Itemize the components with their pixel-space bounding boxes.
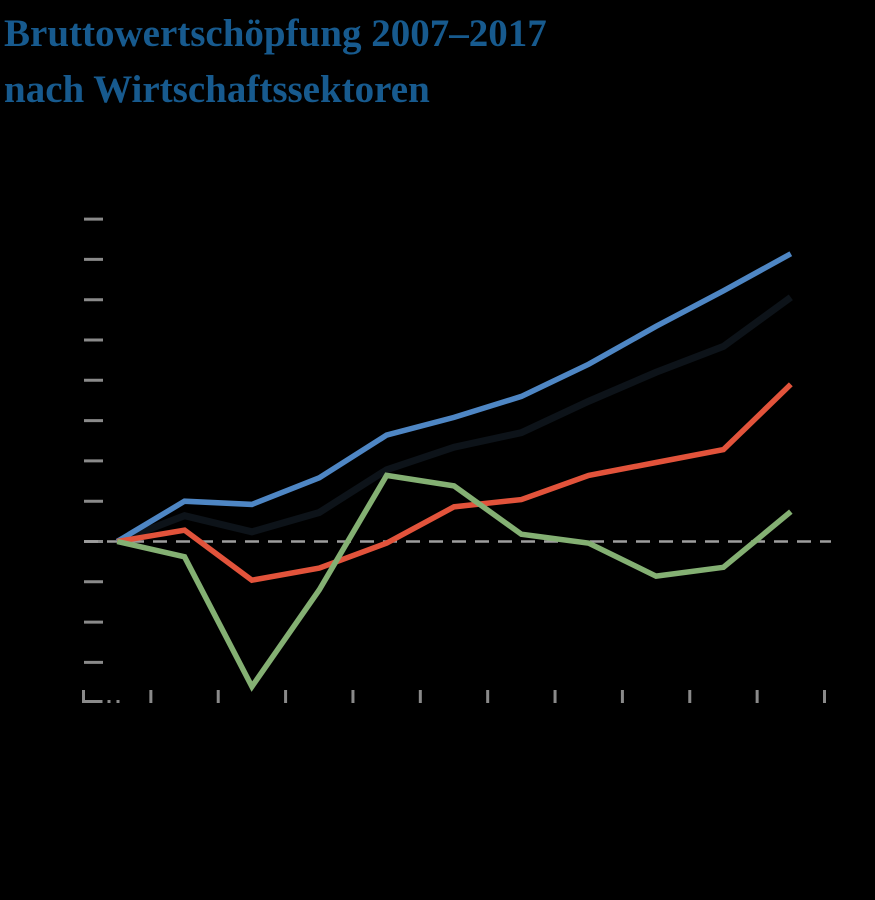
series-line-gruen — [116, 472, 793, 692]
chart-title-line-1: Bruttowertschöpfung 2007–2017 — [4, 12, 547, 55]
series-line-rot — [116, 382, 793, 584]
chart-title: Bruttowertschöpfung 2007–2017 nach Wirtsc… — [4, 6, 547, 118]
series-line-schwarz — [115, 294, 793, 545]
data-series-lines — [115, 251, 793, 692]
series-line-blau — [115, 251, 793, 544]
y-axis-ticks — [84, 217, 103, 664]
x-axis-ticks — [82, 690, 826, 703]
chart-title-line-2: nach Wirtschaftssektoren — [4, 68, 430, 111]
